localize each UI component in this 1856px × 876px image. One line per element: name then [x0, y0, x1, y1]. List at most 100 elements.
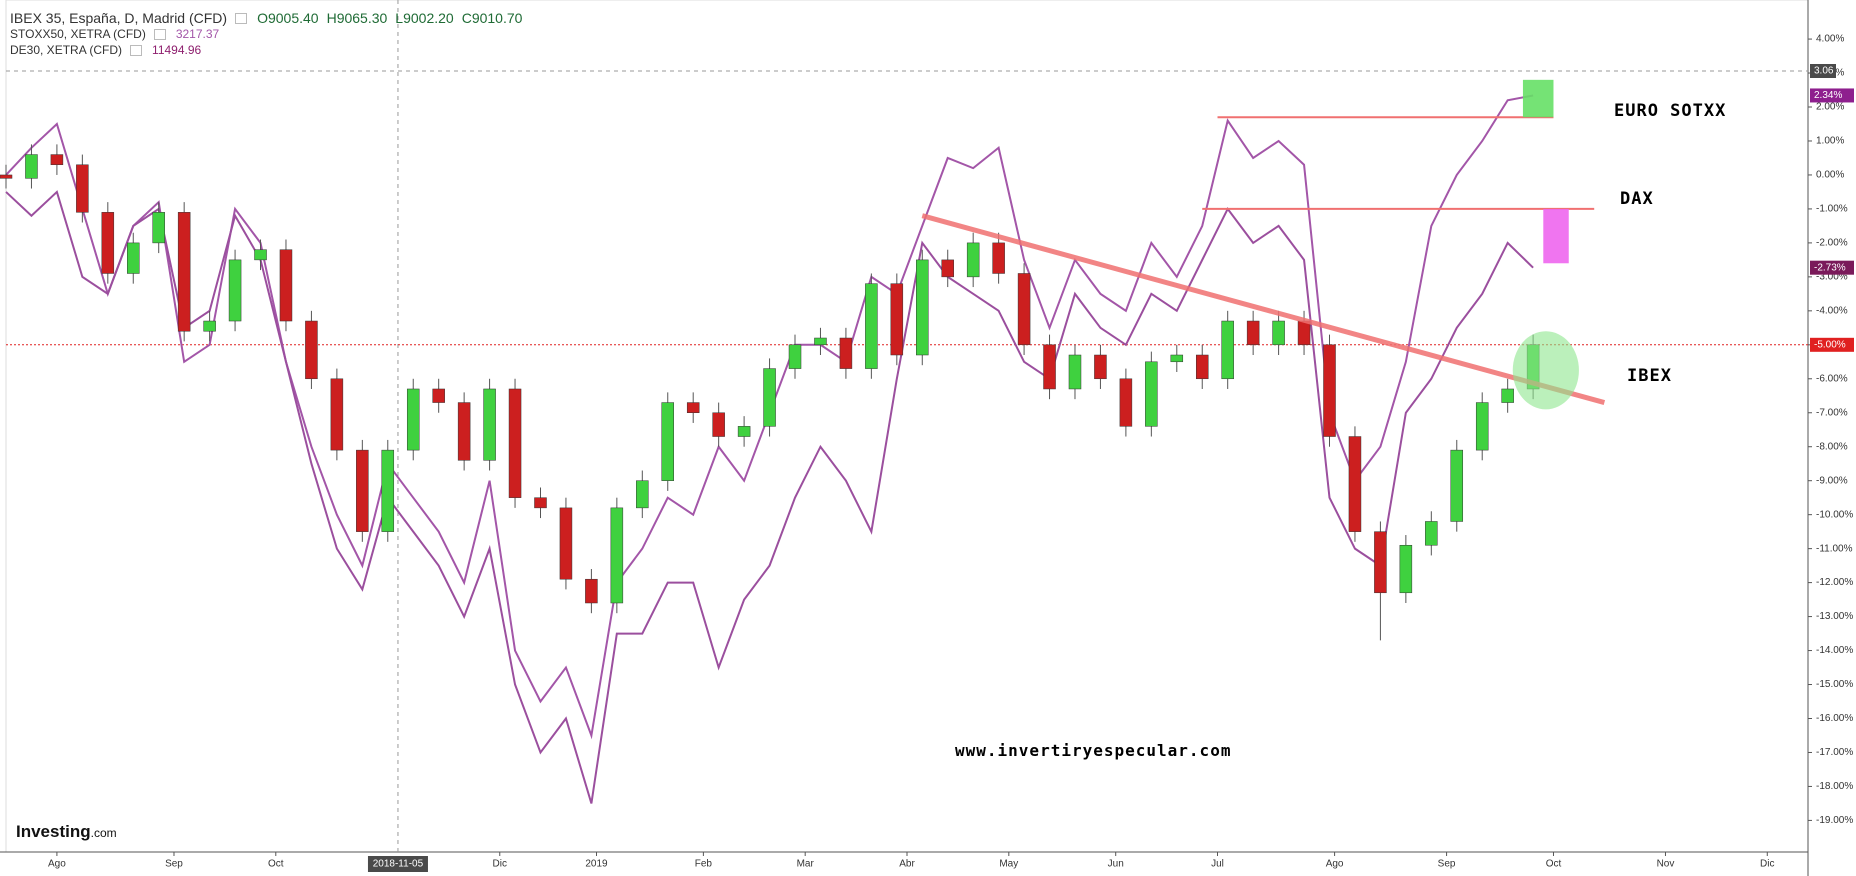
- y-tick-label: -18.00%: [1816, 781, 1853, 792]
- candle-body: [1094, 354, 1107, 380]
- candle-body: [101, 212, 115, 274]
- candle-body: [432, 388, 445, 403]
- price-badge: [1810, 337, 1854, 352]
- plot-frame: [5, 0, 1809, 853]
- y-tick-label: -10.00%: [1816, 509, 1853, 520]
- candle-body: [508, 388, 522, 498]
- candle-body: [737, 426, 751, 437]
- ohlc: H9065.30: [326, 10, 388, 26]
- x-tick-label: Feb: [695, 859, 713, 870]
- annotation: www.invertiryespecular.com: [955, 741, 1232, 760]
- candle-body: [839, 337, 853, 369]
- price-label: 2.34%: [1814, 90, 1842, 101]
- y-tick-label: -7.00%: [1816, 407, 1848, 418]
- y-tick-label: -3.00%: [1816, 272, 1848, 283]
- trendline: [921, 213, 1606, 405]
- y-tick-label: -6.00%: [1816, 373, 1848, 384]
- candle-body: [406, 388, 420, 451]
- x-tick-label: Jul: [1211, 859, 1224, 870]
- legend-symbol: IBEX 35, España, D, Madrid (CFD): [10, 10, 228, 26]
- candle-body: [1221, 320, 1234, 380]
- candle-body: [712, 412, 725, 437]
- candle-body: [686, 402, 700, 414]
- annotation: IBEX: [1627, 366, 1672, 386]
- candle-body: [534, 497, 547, 509]
- y-tick-label: -17.00%: [1816, 747, 1853, 758]
- x-tick-label: Abr: [899, 859, 915, 870]
- legend-compare: DE30, XETRA (CFD) 11494.96: [10, 42, 522, 58]
- candle-body: [1195, 354, 1209, 380]
- candle-body: [1068, 354, 1082, 390]
- icon: [235, 12, 248, 24]
- candle-body: [203, 320, 216, 332]
- icon: [153, 28, 166, 40]
- candle-body: [890, 283, 904, 356]
- price-badge: [1810, 260, 1854, 275]
- candle-body: [1374, 531, 1387, 594]
- legend: IBEX 35, España, D, Madrid (CFD) O9005.4…: [10, 10, 522, 58]
- y-tick-label: -15.00%: [1816, 679, 1853, 690]
- candle-body: [1501, 388, 1514, 403]
- x-tick-label: Dic: [1760, 859, 1774, 870]
- x-tick-label: Jun: [1108, 859, 1124, 870]
- candle-body: [788, 344, 802, 369]
- candle-body: [483, 388, 496, 461]
- annotation: DAX: [1620, 189, 1654, 209]
- candle-body: [1475, 402, 1489, 451]
- candle-body: [127, 242, 140, 274]
- candle-body: [254, 249, 267, 261]
- candle-body: [814, 337, 827, 346]
- candle-body: [381, 449, 395, 532]
- candle-body: [763, 368, 776, 427]
- legend-value: 11494.96: [152, 43, 202, 57]
- y-tick-label: -14.00%: [1816, 645, 1853, 656]
- candle-body: [636, 480, 649, 509]
- highlight-rect: [1522, 79, 1554, 118]
- candle-body: [356, 449, 369, 532]
- annotation: EURO SOTXX: [1614, 101, 1727, 121]
- candle-body: [25, 154, 38, 179]
- ohlc: L9002.20: [395, 10, 454, 26]
- legend-main: IBEX 35, España, D, Madrid (CFD) O9005.4…: [10, 10, 522, 26]
- x-tick-label: Sep: [1438, 859, 1456, 870]
- y-tick-label: -9.00%: [1816, 475, 1848, 486]
- y-tick-label: -1.00%: [1816, 204, 1848, 215]
- x-tick-label: Oct: [1546, 859, 1562, 870]
- candle-body: [1246, 320, 1260, 346]
- y-tick-label: -8.00%: [1816, 441, 1848, 452]
- candle-body: [76, 164, 89, 213]
- candle-body: [1119, 378, 1133, 427]
- candle-body: [1297, 320, 1311, 346]
- price-label: -2.73%: [1814, 262, 1846, 273]
- x-tick-label: May: [999, 859, 1018, 870]
- icon: [130, 44, 143, 56]
- crosshair-badge: [1810, 64, 1836, 78]
- candle-body: [50, 154, 64, 166]
- candle-body: [305, 320, 318, 380]
- candle-body: [559, 507, 573, 580]
- legend-name: STOXX50, XETRA (CFD): [10, 27, 146, 41]
- y-tick-label: 0.00%: [1816, 170, 1844, 181]
- crosshair-label: 2018-11-05: [373, 859, 424, 870]
- x-tick-label: Ago: [48, 859, 66, 870]
- candle-body: [1399, 544, 1413, 594]
- highlight-circle: [1512, 331, 1579, 410]
- candle-body: [330, 378, 344, 451]
- candle-body: [228, 259, 242, 322]
- candle-body: [1323, 344, 1336, 437]
- x-tick-label: 2019: [585, 859, 608, 870]
- legend-name: DE30, XETRA (CFD): [10, 43, 123, 57]
- y-tick-label: 2.00%: [1816, 102, 1844, 113]
- candle-body: [1450, 449, 1464, 522]
- candle-body: [1043, 344, 1056, 390]
- price-label: -5.00%: [1814, 339, 1846, 350]
- x-tick-label: Sep: [165, 859, 183, 870]
- candle-body: [585, 578, 598, 604]
- legend-compare: STOXX50, XETRA (CFD) 3217.37: [10, 26, 522, 42]
- ohlc: C9010.70: [461, 10, 523, 26]
- y-tick-label: -13.00%: [1816, 611, 1853, 622]
- y-tick-label: -11.00%: [1816, 543, 1853, 554]
- x-tick-label: Dic: [493, 859, 507, 870]
- y-tick-label: -2.00%: [1816, 238, 1848, 249]
